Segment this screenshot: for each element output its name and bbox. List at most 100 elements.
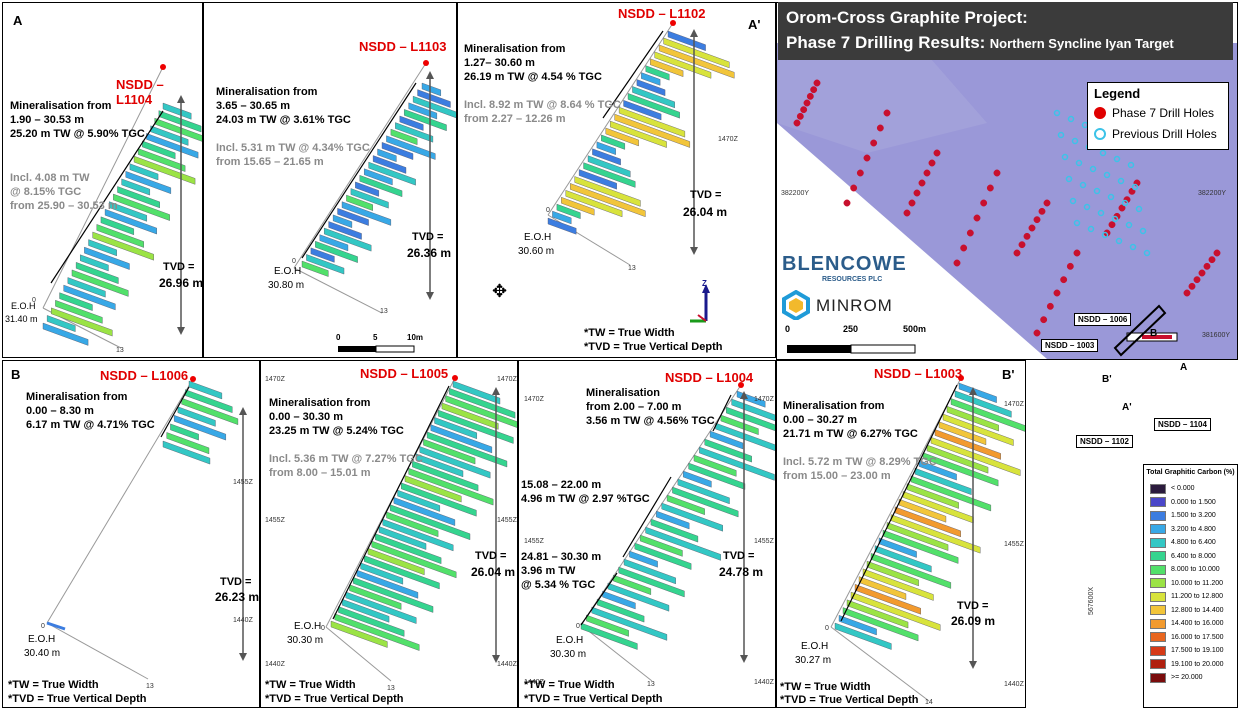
panel-l1005: NSDD – L1005 Mineralisation from 0.00 – … xyxy=(260,360,518,708)
title-line-2-bold: Phase 7 Drilling Results: xyxy=(786,33,986,52)
axis-z-label: Z xyxy=(702,279,707,288)
phase7-drill-hole xyxy=(810,86,818,94)
tgc-swatch xyxy=(1150,618,1166,629)
grade-bar xyxy=(561,196,595,216)
l1104-section-graphic xyxy=(42,64,202,349)
phase7-marker-icon xyxy=(1094,107,1106,119)
tgc-legend-title: Total Graphitic Carbon (%) xyxy=(1146,469,1235,476)
eoh-value: 30.27 m xyxy=(795,655,832,666)
title-line-1: Orom-Cross Graphite Project: xyxy=(786,8,1028,27)
previous-drill-hole xyxy=(1097,209,1105,217)
grade-bar xyxy=(377,148,397,163)
tgc-swatch xyxy=(1150,659,1166,670)
incl-line-2: from 15.00 – 23.00 m xyxy=(783,470,891,482)
phase7-drill-hole xyxy=(1053,289,1061,297)
min-range: from 2.00 – 7.00 m xyxy=(586,401,682,413)
grade-bar xyxy=(850,591,941,631)
elevation-1470-right: 1470Z xyxy=(497,376,517,383)
grade-bar xyxy=(683,470,712,488)
phase7-drill-hole xyxy=(1028,224,1036,232)
grade-bar xyxy=(341,598,390,623)
move-cursor-icon: ✥ xyxy=(492,281,508,301)
grade-bar xyxy=(397,489,441,512)
grade-bar xyxy=(618,106,686,138)
tgc-label: >= 20.000 xyxy=(1171,674,1203,682)
tgc-swatch xyxy=(1150,524,1166,535)
tgc-swatch xyxy=(1150,510,1166,521)
footnote-tvd: *TVD = True Vertical Depth xyxy=(265,693,404,705)
grade-bar xyxy=(423,438,476,465)
incl-line-2: from 8.00 – 15.01 m xyxy=(269,467,371,479)
grade-bar xyxy=(412,95,456,119)
grade-bar xyxy=(426,431,508,468)
previous-drill-hole xyxy=(1127,161,1135,169)
tick-13: 13 xyxy=(647,681,655,688)
phase7-drill-hole xyxy=(800,106,808,114)
section-corner-label: B' xyxy=(1002,367,1015,382)
tgc-legend-item: 8.000 to 10.000 xyxy=(1150,563,1237,577)
previous-drill-hole xyxy=(1135,205,1143,213)
incl-line-1: Incl. 4.08 m TW xyxy=(10,172,90,184)
previous-drill-hole xyxy=(1053,109,1061,117)
phase7-drill-hole xyxy=(883,109,891,117)
grade-bar xyxy=(934,429,1001,460)
grade-bar xyxy=(862,568,934,601)
elevation-1470-left: 1470Z xyxy=(265,376,285,383)
previous-drill-hole xyxy=(1075,159,1083,167)
grade-bar xyxy=(59,292,93,311)
grade-bar xyxy=(368,161,416,186)
phase7-drill-hole xyxy=(1033,329,1041,337)
tgc-swatch xyxy=(1150,591,1166,602)
grade-bar xyxy=(605,127,639,147)
grade-bar xyxy=(720,414,759,436)
elevation-1455-right: 1455Z xyxy=(754,538,774,545)
footnote-tvd: *TVD = True Vertical Depth xyxy=(524,693,663,705)
grade-bar xyxy=(393,497,456,526)
eoh-label: E.O.H xyxy=(294,621,322,632)
tgc-label: 17.500 to 19.100 xyxy=(1171,647,1224,655)
grade-bar xyxy=(142,140,176,160)
phase7-drill-hole xyxy=(1018,241,1026,249)
grade-bar xyxy=(88,239,117,257)
min-range: 0.00 – 30.30 m xyxy=(269,411,344,423)
previous-drill-hole xyxy=(1115,237,1123,245)
incl-line-2: from 2.27 – 12.26 m xyxy=(464,113,566,125)
grade-bar xyxy=(92,231,154,261)
previous-drill-hole xyxy=(1067,115,1075,123)
grade-bar xyxy=(332,214,353,228)
tick-0: 0 xyxy=(576,623,580,630)
grade-bar xyxy=(382,518,454,552)
phase7-drill-hole xyxy=(986,184,994,192)
grade-bar xyxy=(63,284,116,311)
tgc-swatch xyxy=(1150,483,1166,494)
grid-y-left: 382200Y xyxy=(781,190,810,197)
grade-bar xyxy=(417,89,451,108)
grade-bar xyxy=(650,518,699,543)
min-grade: 25.20 m TW @ 5.90% TGC xyxy=(10,128,145,140)
grade-bar xyxy=(389,504,471,541)
tgc-legend-item: 17.500 to 19.100 xyxy=(1150,644,1237,658)
grade-bar xyxy=(341,201,392,226)
eoh-label: E.O.H xyxy=(524,232,552,243)
map-hole-label: NSDD – 1104 xyxy=(1154,418,1211,431)
grade-bar xyxy=(629,550,658,568)
mid-grade: 4.96 m TW @ 2.97 %TGC xyxy=(521,493,650,505)
grade-bar xyxy=(449,387,516,419)
previous-drill-hole xyxy=(1087,225,1095,233)
grade-bar xyxy=(645,65,670,81)
map-scale-250: 250 xyxy=(843,324,859,334)
phase7-drill-hole xyxy=(1060,276,1068,284)
grade-bar xyxy=(547,217,577,235)
grade-bar xyxy=(181,397,239,426)
elevation-1470-left: 1470Z xyxy=(524,396,544,403)
grade-bar xyxy=(838,614,877,636)
grade-bar xyxy=(100,216,135,236)
grade-bar xyxy=(75,262,119,285)
grade-bar xyxy=(592,148,621,166)
eoh-value: 30.80 m xyxy=(268,280,305,291)
previous-drill-hole xyxy=(1107,193,1115,201)
grade-bar xyxy=(583,162,636,188)
tick-0: 0 xyxy=(321,625,325,632)
grade-bar xyxy=(627,93,680,119)
grade-bar xyxy=(658,44,735,79)
